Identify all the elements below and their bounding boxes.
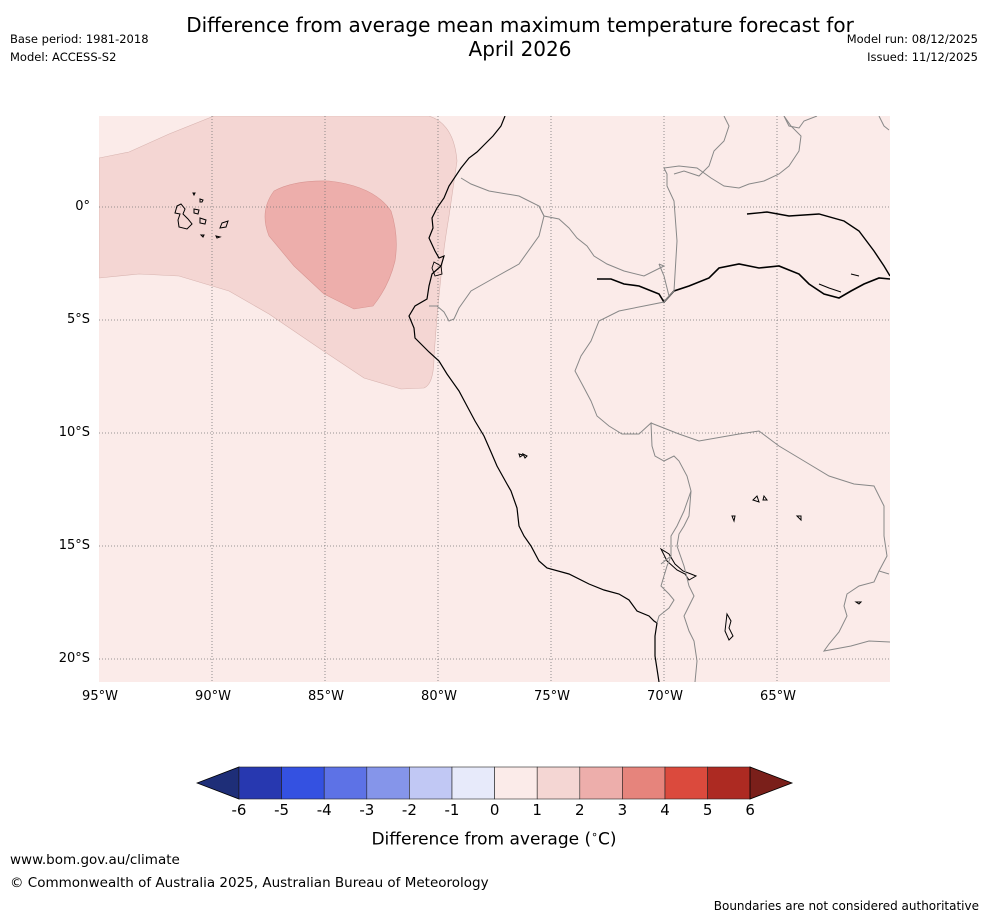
- colorbar-extend-low: [196, 766, 240, 800]
- colorbar-bin: [323, 766, 368, 800]
- footer-url: www.bom.gov.au/climate: [10, 852, 180, 868]
- lon-label-90w: 90°W: [195, 689, 231, 704]
- colorbar-bin: [622, 766, 666, 800]
- amazon-river: [597, 263, 890, 304]
- colorbar-tick-label: -3: [359, 801, 375, 819]
- colorbar-label-degree: ∘: [591, 828, 598, 841]
- colorbar-bin: [707, 766, 751, 800]
- colorbar-tick-label: -4: [316, 801, 332, 819]
- colorbar-tick-label: 2: [575, 801, 585, 819]
- colorbar-bin: [536, 766, 581, 800]
- colorbar-tick-label: 0: [489, 801, 500, 819]
- country-borders: [429, 116, 890, 682]
- colorbar-bin: [281, 766, 325, 800]
- colorbar-tick-label: 6: [745, 801, 755, 819]
- colorbar-tick-label: -1: [444, 801, 460, 819]
- colorbar-tick-label: 5: [702, 801, 713, 819]
- lat-label-10s: 10°S: [58, 425, 90, 440]
- lat-label-20s: 20°S: [58, 651, 90, 666]
- meta-right: Model run: 08/12/2025 Issued: 11/12/2025: [847, 30, 978, 66]
- footer-disclaimer: Boundaries are not considered authoritat…: [713, 899, 979, 913]
- lon-label-85w: 85°W: [308, 689, 344, 704]
- colorbar-bin: [451, 766, 495, 800]
- anomaly-region-2-3: [264, 180, 397, 310]
- title-line-2: April 2026: [468, 37, 572, 61]
- colorbar-tick-label: -5: [274, 801, 290, 819]
- colorbar-tick-label: 4: [660, 801, 670, 819]
- gridlines: [99, 116, 890, 682]
- colorbar-bins: [238, 766, 751, 800]
- colorbar: [196, 766, 794, 800]
- lat-label-15s: 15°S: [58, 538, 90, 553]
- colorbar-label: Difference from average (∘C): [0, 828, 988, 850]
- lon-label-75w: 75°W: [534, 689, 570, 704]
- colorbar-extend-high: [749, 766, 794, 800]
- footer-copyright: © Commonwealth of Australia 2025, Austra…: [10, 875, 489, 891]
- colorbar-bin: [664, 766, 708, 800]
- amazon-tributary: [818, 273, 860, 293]
- colorbar-label-unit: C): [598, 829, 617, 850]
- colorbar-tick-label: 1: [532, 801, 542, 819]
- colorbar-label-text: Difference from average (: [371, 829, 592, 850]
- map-title: Difference from average mean maximum tem…: [120, 13, 920, 61]
- lon-label-80w: 80°W: [421, 689, 457, 704]
- lon-label-95w: 95°W: [82, 689, 118, 704]
- coastline: [408, 116, 660, 682]
- colorbar-tick-label: -2: [401, 801, 417, 819]
- title-line-1: Difference from average mean maximum tem…: [186, 13, 854, 37]
- colorbar-bin: [238, 766, 282, 800]
- meta-left: Base period: 1981-2018 Model: ACCESS-S2: [10, 30, 149, 66]
- lakes: [518, 452, 863, 641]
- negro-river: [746, 211, 890, 277]
- gulf-of-guayaquil-outline: [431, 261, 443, 277]
- lon-label-70w: 70°W: [647, 689, 683, 704]
- colorbar-tick-label: 3: [617, 801, 628, 819]
- colorbar-bin: [409, 766, 453, 800]
- colorbar-bin: [579, 766, 623, 800]
- base-period: Base period: 1981-2018: [10, 32, 149, 46]
- galapagos-islands: [174, 192, 229, 239]
- issued-date: Issued: 11/12/2025: [867, 50, 978, 64]
- forecast-map: [99, 116, 890, 682]
- model-run: Model run: 08/12/2025: [846, 32, 978, 46]
- colorbar-tick-label: -6: [231, 801, 247, 819]
- lon-label-65w: 65°W: [760, 689, 796, 704]
- colorbar-bin: [366, 766, 410, 800]
- lat-label-0: 0°: [75, 199, 90, 214]
- colorbar-bin: [494, 766, 538, 800]
- model-name: Model: ACCESS-S2: [10, 50, 117, 64]
- lat-label-5s: 5°S: [66, 312, 90, 327]
